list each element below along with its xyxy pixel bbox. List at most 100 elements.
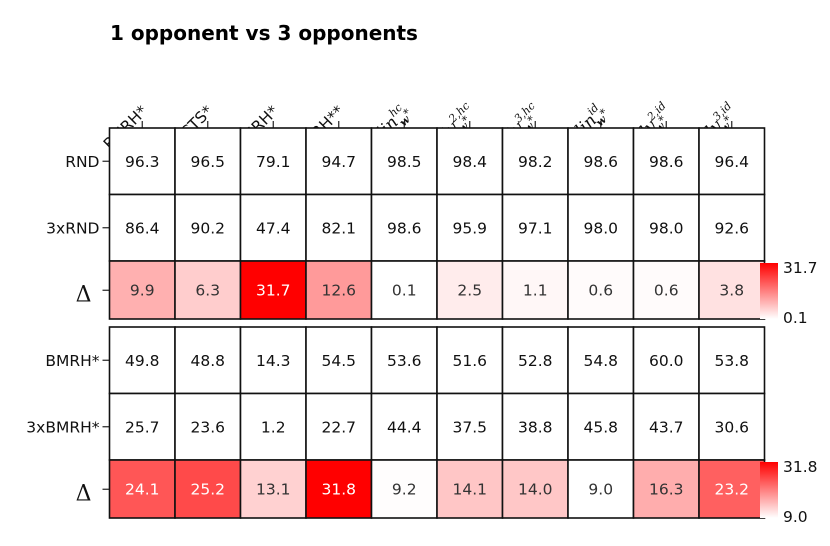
row-label: RND <box>65 153 99 171</box>
delta-value: 3.8 <box>719 282 744 300</box>
heatmap-cell <box>501 193 569 262</box>
colorbar-max-label: 31.7 <box>783 259 818 277</box>
block-1: RND 96.3 96.5 79.1 94.7 98.5 98.4 98.2 98.6 98.6 9… <box>46 127 818 327</box>
delta-value: 31.8 <box>321 481 356 499</box>
cell-value: 98.6 <box>649 153 684 171</box>
cell-value: 1.2 <box>261 418 286 436</box>
heatmap-cell <box>108 193 176 262</box>
delta-cell <box>698 459 766 519</box>
cell-value: 54.5 <box>321 352 356 370</box>
heatmap-cell <box>174 392 242 461</box>
delta-value: 14.0 <box>518 481 553 499</box>
cell-value: 95.9 <box>452 219 487 237</box>
block-2: BMRH* 49.8 48.8 14.3 54.5 53.6 51.6 52.8 54.8 60.… <box>26 326 818 526</box>
delta-value: 12.6 <box>321 282 356 300</box>
heatmap-cell <box>305 392 373 461</box>
cell-value: 60.0 <box>649 352 684 370</box>
cell-value: 98.6 <box>583 153 618 171</box>
delta-value: 25.2 <box>190 481 225 499</box>
delta-value: 2.5 <box>457 282 482 300</box>
delta-cell <box>305 260 373 320</box>
cell-value: 98.0 <box>649 219 684 237</box>
cell-value: 90.2 <box>190 219 225 237</box>
delta-cell <box>305 459 373 519</box>
delta-cell <box>567 260 635 320</box>
cell-value: 98.6 <box>387 219 422 237</box>
cell-value: 47.4 <box>256 219 291 237</box>
cell-value: 23.6 <box>190 418 225 436</box>
delta-value: 14.1 <box>452 481 487 499</box>
cell-value: 98.5 <box>387 153 422 171</box>
cell-value: 49.8 <box>125 352 160 370</box>
cell-value: 52.8 <box>518 352 553 370</box>
delta-cell <box>239 459 307 519</box>
delta-value: 31.7 <box>256 282 291 300</box>
row-label: 3xRND <box>46 219 99 237</box>
cell-value: 79.1 <box>256 153 291 171</box>
delta-value: 9.2 <box>392 481 417 499</box>
delta-cell <box>436 260 504 320</box>
heatmap-cell <box>436 326 504 395</box>
row-label-delta: Δ <box>76 282 92 307</box>
cell-value: 98.0 <box>583 219 618 237</box>
heatmap-cell <box>632 326 700 395</box>
heatmap-cell <box>174 326 242 395</box>
cell-value: 25.7 <box>125 418 160 436</box>
heatmap-cell <box>698 326 766 395</box>
delta-value: 16.3 <box>649 481 684 499</box>
cell-value: 94.7 <box>321 153 356 171</box>
colorbar <box>760 263 778 319</box>
delta-cell <box>632 459 700 519</box>
heatmap-cell <box>567 326 635 395</box>
row-label: BMRH* <box>45 352 99 370</box>
delta-value: 24.1 <box>125 481 160 499</box>
delta-cell <box>239 260 307 320</box>
heatmap-cell <box>632 392 700 461</box>
cell-value: 44.4 <box>387 418 422 436</box>
cell-value: 82.1 <box>321 219 356 237</box>
cell-value: 96.5 <box>190 153 225 171</box>
heatmap-cell <box>698 193 766 262</box>
cell-value: 22.7 <box>321 418 356 436</box>
cell-value: 97.1 <box>518 219 553 237</box>
delta-value: 0.6 <box>654 282 679 300</box>
delta-value: 0.1 <box>392 282 417 300</box>
heatmap-cell <box>698 392 766 461</box>
heatmap-cell <box>108 127 176 196</box>
cell-value: 51.6 <box>452 352 487 370</box>
cell-value: 92.6 <box>714 219 749 237</box>
heatmap-cell <box>501 392 569 461</box>
colorbar <box>760 462 778 518</box>
heatmap-cell <box>632 193 700 262</box>
chart-title: 1 opponent vs 3 opponents <box>110 21 418 45</box>
cell-value: 37.5 <box>452 418 487 436</box>
heatmap-cell <box>108 392 176 461</box>
heatmap-cell <box>239 193 307 262</box>
cell-value: 96.4 <box>714 153 749 171</box>
cell-value: 14.3 <box>256 352 291 370</box>
delta-cell <box>632 260 700 320</box>
colorbar-max-label: 31.8 <box>783 458 818 476</box>
delta-cell <box>501 260 569 320</box>
row-label-delta: Δ <box>76 481 92 506</box>
delta-value: 9.9 <box>130 282 155 300</box>
heatmap-cell <box>370 326 438 395</box>
cell-value: 53.8 <box>714 352 749 370</box>
cell-value: 30.6 <box>714 418 749 436</box>
heatmap-cell <box>239 127 307 196</box>
delta-value: 23.2 <box>714 481 749 499</box>
delta-value: 6.3 <box>195 282 220 300</box>
heatmap-cell <box>370 127 438 196</box>
delta-value: 9.0 <box>588 481 613 499</box>
delta-cell <box>501 459 569 519</box>
cell-value: 96.3 <box>125 153 160 171</box>
cell-value: 98.2 <box>518 153 553 171</box>
cell-value: 98.4 <box>452 153 487 171</box>
cell-value: 86.4 <box>125 219 160 237</box>
delta-cell <box>174 459 242 519</box>
heatmap-cell <box>436 392 504 461</box>
cell-value: 48.8 <box>190 352 225 370</box>
row-label: 3xBMRH* <box>26 418 99 436</box>
cell-value: 53.6 <box>387 352 422 370</box>
